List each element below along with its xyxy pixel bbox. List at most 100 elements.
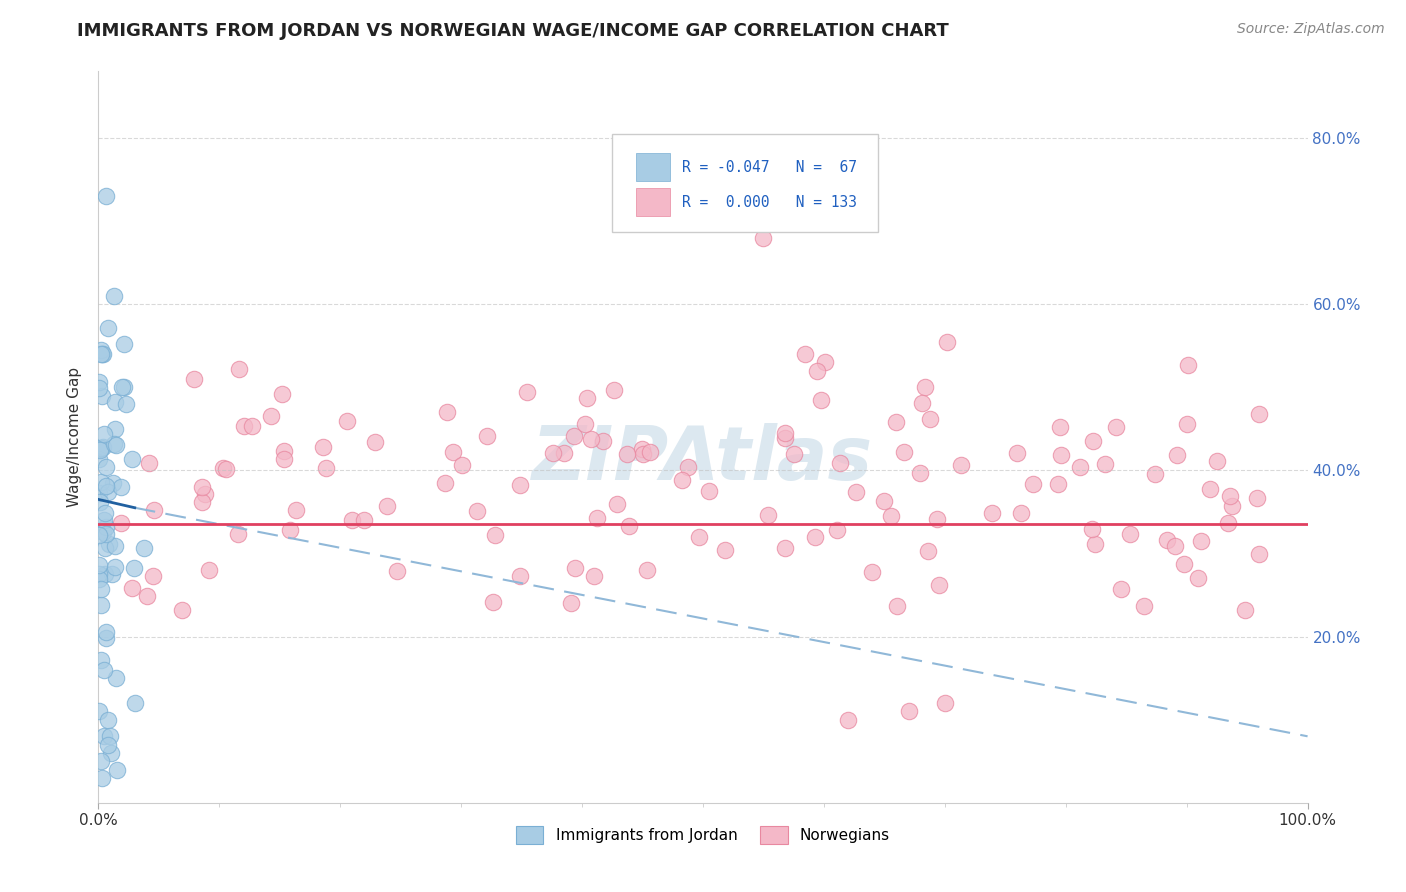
Point: [1069, 460, 1091, 475]
Point: [1177, 359, 1199, 373]
Point: [1143, 467, 1166, 482]
Point: [375, 499, 398, 513]
Point: [1166, 448, 1188, 462]
Point: [87, 452, 110, 467]
FancyBboxPatch shape: [613, 134, 879, 232]
Point: [215, 462, 238, 476]
Point: [138, 456, 160, 470]
Point: [105, 671, 128, 685]
Point: [90, 771, 112, 785]
Point: [191, 480, 214, 494]
Point: [1047, 477, 1070, 491]
Point: [89, 443, 111, 458]
Point: [1049, 448, 1071, 462]
Point: [270, 387, 292, 401]
Point: [89, 375, 111, 389]
Point: [93, 663, 115, 677]
Point: [1219, 489, 1241, 503]
Point: [806, 363, 828, 377]
Point: [579, 432, 602, 446]
Point: [631, 442, 654, 456]
Point: [1173, 557, 1195, 571]
Point: [87, 485, 110, 500]
Point: [273, 452, 295, 467]
Point: [810, 393, 832, 408]
Point: [98, 729, 121, 743]
Point: [110, 516, 132, 531]
Point: [637, 563, 659, 577]
Point: [450, 458, 472, 472]
Point: [122, 560, 145, 574]
Point: [553, 446, 575, 460]
Point: [1164, 539, 1187, 553]
Point: [475, 428, 498, 442]
Point: [592, 434, 614, 448]
Point: [260, 409, 283, 423]
Point: [564, 561, 586, 575]
Point: [90, 347, 112, 361]
Point: [112, 337, 135, 351]
Point: [226, 526, 249, 541]
Point: [94, 520, 117, 534]
Point: [132, 541, 155, 556]
Point: [90, 582, 112, 596]
Point: [908, 466, 931, 480]
Point: [880, 509, 903, 524]
Point: [98, 537, 121, 551]
Point: [928, 578, 950, 592]
Point: [336, 414, 359, 428]
Point: [121, 452, 143, 467]
Legend: Immigrants from Jordan, Norwegians: Immigrants from Jordan, Norwegians: [510, 820, 896, 850]
Point: [96, 527, 118, 541]
Point: [482, 595, 505, 609]
Point: [170, 603, 193, 617]
Point: [93, 506, 115, 520]
Point: [1081, 434, 1104, 448]
Point: [121, 581, 143, 595]
Point: [783, 447, 806, 461]
Point: [574, 417, 596, 431]
Point: [1105, 420, 1128, 434]
Point: [1233, 602, 1256, 616]
Point: [794, 347, 817, 361]
Point: [1247, 407, 1270, 421]
Point: [582, 568, 605, 582]
Point: [114, 397, 136, 411]
Point: [934, 696, 956, 710]
Point: [516, 384, 538, 399]
Point: [104, 438, 127, 452]
Point: [586, 511, 609, 525]
Point: [89, 572, 111, 586]
Point: [104, 395, 127, 409]
Point: [91, 525, 114, 540]
Point: [103, 437, 125, 451]
Point: [278, 523, 301, 537]
Text: IMMIGRANTS FROM JORDAN VS NORWEGIAN WAGE/INCOME GAP CORRELATION CHART: IMMIGRANTS FROM JORDAN VS NORWEGIAN WAGE…: [77, 22, 949, 40]
Point: [100, 567, 122, 582]
Point: [104, 539, 127, 553]
Point: [91, 347, 114, 361]
Point: [89, 494, 111, 508]
Point: [981, 506, 1004, 520]
Point: [605, 497, 627, 511]
Point: [714, 542, 737, 557]
Point: [1022, 476, 1045, 491]
Point: [90, 754, 112, 768]
Point: [688, 530, 710, 544]
Point: [1081, 522, 1104, 536]
Point: [1084, 536, 1107, 550]
Point: [560, 596, 582, 610]
Point: [541, 446, 564, 460]
Point: [1247, 547, 1270, 561]
Point: [752, 230, 775, 244]
Point: [775, 541, 797, 556]
Point: [110, 480, 132, 494]
Point: [1005, 446, 1028, 460]
Point: [893, 444, 915, 458]
Point: [509, 477, 531, 491]
Point: [105, 763, 128, 777]
Point: [89, 705, 111, 719]
Point: [1246, 491, 1268, 505]
Point: [183, 372, 205, 386]
Point: [1109, 582, 1132, 596]
